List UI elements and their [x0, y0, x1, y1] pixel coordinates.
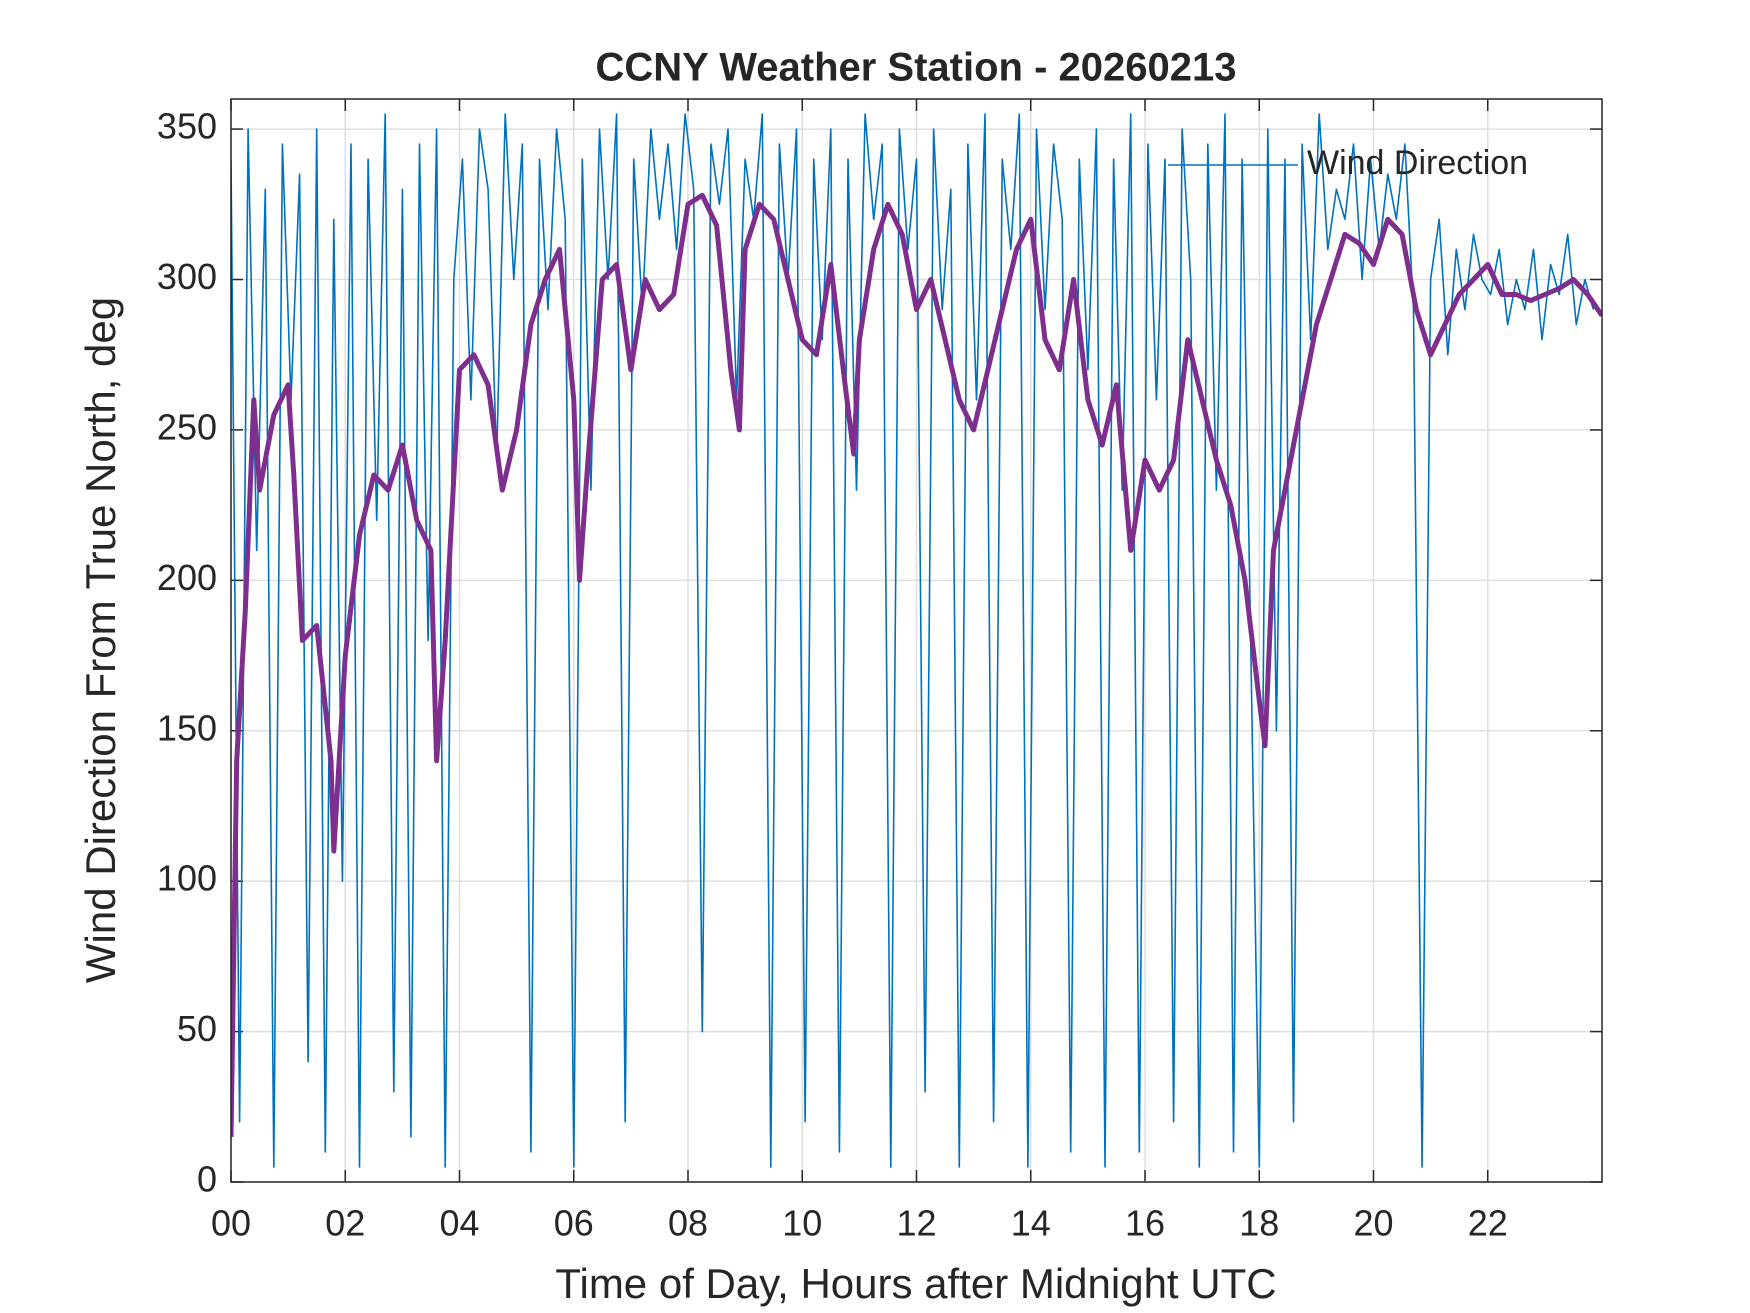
x-tick-label: 20 — [1353, 1203, 1393, 1244]
y-tick-label: 0 — [197, 1159, 217, 1200]
x-tick-label: 22 — [1468, 1203, 1508, 1244]
x-tick-label: 08 — [668, 1203, 708, 1244]
y-tick-label: 300 — [157, 256, 217, 297]
x-tick-label: 18 — [1239, 1203, 1279, 1244]
y-tick-label: 350 — [157, 106, 217, 147]
y-tick-label: 200 — [157, 557, 217, 598]
x-tick-label: 16 — [1125, 1203, 1165, 1244]
data-line — [231, 113, 1595, 1168]
chart-title: CCNY Weather Station - 20260213 — [596, 46, 1237, 90]
x-tick-label: 06 — [554, 1203, 594, 1244]
legend-label: Wind Direction — [1307, 144, 1528, 182]
axes-box — [230, 98, 1603, 1183]
y-tick-label: 150 — [157, 707, 217, 748]
y-tick-label: 50 — [177, 1008, 217, 1049]
y-axis-label: Wind Direction From True North, deg — [77, 297, 124, 983]
x-tick-label: 12 — [896, 1203, 936, 1244]
data-line — [231, 192, 1602, 1137]
x-tick-label: 04 — [439, 1203, 479, 1244]
y-tick-label: 250 — [157, 406, 217, 447]
x-tick-label: 02 — [325, 1203, 365, 1244]
x-tick-label: 14 — [1011, 1203, 1051, 1244]
x-tick-label: 10 — [782, 1203, 822, 1244]
y-tick-label: 100 — [157, 858, 217, 899]
x-tick-label: 00 — [211, 1203, 251, 1244]
x-axis-label: Time of Day, Hours after Midnight UTC — [555, 1260, 1276, 1307]
